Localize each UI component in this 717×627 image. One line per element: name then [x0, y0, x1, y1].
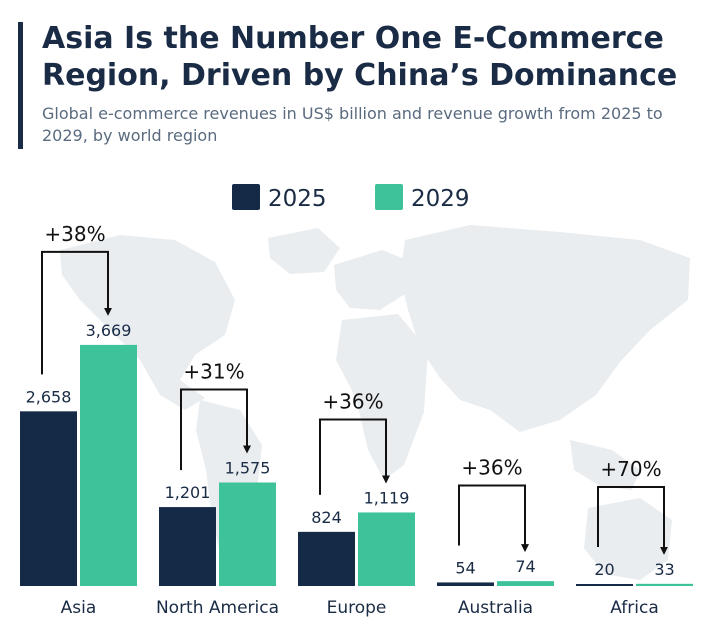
growth-arrow: [180, 388, 251, 471]
growth-arrow: [597, 486, 668, 555]
growth-label: +36%: [322, 389, 383, 413]
bar-europe-2025: [298, 531, 355, 586]
legend-swatch-2029: [375, 184, 403, 210]
chart-title: Asia Is the Number One E-Commerce Region…: [42, 21, 678, 93]
bar-asia-2025: [20, 411, 77, 586]
growth-label: +36%: [461, 455, 522, 479]
bar-australia-2025: [437, 582, 494, 586]
world-map-background: [60, 225, 690, 580]
legend-label-2029: 2029: [411, 186, 470, 212]
value-label-2029: 33: [654, 560, 674, 579]
category-label: Australia: [458, 598, 533, 618]
bar-africa-2029: [636, 583, 693, 586]
legend-label-2025: 2025: [268, 186, 327, 212]
value-label-2029: 3,669: [86, 321, 132, 340]
bar-europe-2029: [358, 512, 415, 586]
growth-label: +70%: [600, 457, 661, 481]
growth-arrow: [319, 418, 390, 495]
chart-subtitle: Global e-commerce revenues in US$ billio…: [42, 104, 663, 145]
bar-africa-2025: [576, 584, 633, 586]
growth-arrow: [41, 250, 112, 375]
legend-swatch-2025: [232, 184, 260, 210]
bar-australia-2029: [497, 581, 554, 586]
value-label-2029: 1,575: [225, 459, 271, 478]
category-label: Europe: [327, 598, 387, 618]
value-label-2025: 2,658: [26, 387, 72, 406]
category-label: North America: [156, 598, 279, 618]
growth-label: +38%: [44, 222, 105, 246]
value-label-2029: 74: [515, 557, 535, 576]
bar-asia-2029: [80, 344, 137, 586]
value-label-2025: 1,201: [165, 483, 211, 502]
growth-arrow: [458, 484, 529, 553]
title-accent-bar: [18, 22, 23, 149]
value-label-2025: 20: [594, 560, 614, 579]
value-label-2025: 824: [311, 508, 342, 527]
bar-north-america-2029: [219, 482, 276, 586]
category-label: Asia: [61, 598, 97, 618]
category-label: Africa: [610, 598, 659, 618]
bar-north-america-2025: [159, 507, 216, 586]
value-label-2029: 1,119: [364, 488, 410, 507]
value-label-2025: 54: [455, 558, 475, 577]
growth-label: +31%: [183, 360, 244, 384]
